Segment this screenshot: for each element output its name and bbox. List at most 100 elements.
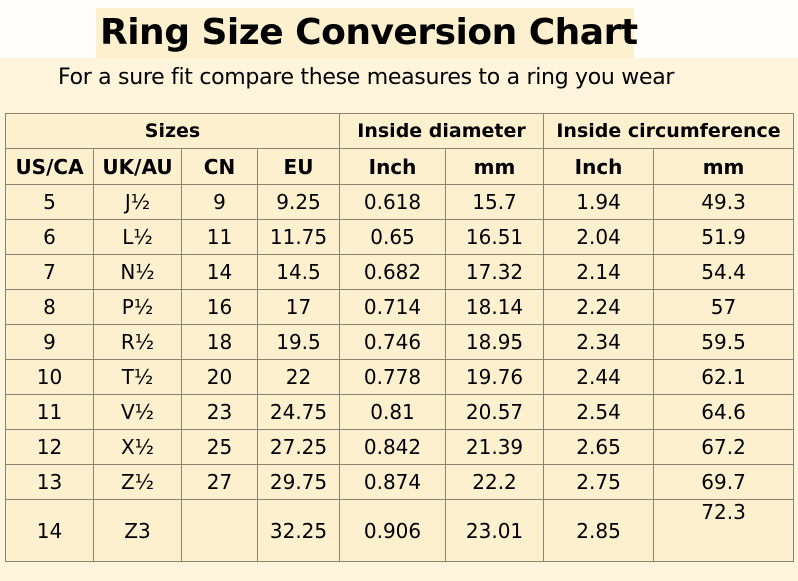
column-header-row: US/CA UK/AU CN EU Inch mm Inch mm <box>5 148 795 185</box>
cell-diameter-inch: 0.618 <box>339 184 447 220</box>
column-header-circumference-inch: Inch <box>543 148 655 185</box>
cell-circumference-mm: 64.6 <box>653 394 795 430</box>
table-row: 13 Z½ 27 29.75 0.874 22.2 2.75 69.7 <box>5 464 795 500</box>
cell-circumference-inch: 2.34 <box>543 324 655 360</box>
table-row: 6 L½ 11 11.75 0.65 16.51 2.04 51.9 <box>5 219 795 255</box>
cell-diameter-inch: 0.906 <box>339 499 447 562</box>
cell-diameter-mm: 15.7 <box>445 184 545 220</box>
cell-diameter-inch: 0.842 <box>339 429 447 465</box>
cell-circumference-mm: 54.4 <box>653 254 795 290</box>
column-header-eu: EU <box>256 148 341 185</box>
cell-diameter-inch: 0.65 <box>339 219 447 255</box>
cell-cn: 11 <box>181 219 258 255</box>
table-row: 14 Z3 32.25 0.906 23.01 2.85 72.3 <box>5 499 795 562</box>
cell-cn: 18 <box>181 324 258 360</box>
cell-diameter-inch: 0.874 <box>339 464 447 500</box>
column-header-circumference-mm: mm <box>653 148 795 185</box>
cell-circumference-mm: 62.1 <box>653 359 795 395</box>
cell-diameter-mm: 18.14 <box>445 289 545 325</box>
title-highlight <box>96 8 634 58</box>
cell-diameter-mm: 22.2 <box>445 464 545 500</box>
cell-us-ca: 12 <box>5 429 94 465</box>
cell-uk-au: J½ <box>93 184 182 220</box>
cell-cn: 9 <box>181 184 258 220</box>
cell-eu: 22 <box>256 359 341 395</box>
cell-circumference-inch: 2.24 <box>543 289 655 325</box>
column-header-us-ca: US/CA <box>5 148 94 185</box>
cell-eu: 27.25 <box>256 429 341 465</box>
cell-eu: 11.75 <box>256 219 341 255</box>
cell-uk-au: N½ <box>93 254 182 290</box>
cell-uk-au: Z3 <box>93 499 182 562</box>
cell-eu: 17 <box>256 289 341 325</box>
cell-us-ca: 6 <box>5 219 94 255</box>
cell-circumference-mm: 69.7 <box>653 464 795 500</box>
cell-us-ca: 14 <box>5 499 94 562</box>
cell-diameter-inch: 0.746 <box>339 324 447 360</box>
cell-cn: 16 <box>181 289 258 325</box>
cell-us-ca: 10 <box>5 359 94 395</box>
table-row: 11 V½ 23 24.75 0.81 20.57 2.54 64.6 <box>5 394 795 430</box>
cell-us-ca: 11 <box>5 394 94 430</box>
cell-diameter-mm: 16.51 <box>445 219 545 255</box>
cell-diameter-mm: 20.57 <box>445 394 545 430</box>
cell-us-ca: 13 <box>5 464 94 500</box>
cell-circumference-mm: 49.3 <box>653 184 795 220</box>
cell-diameter-inch: 0.682 <box>339 254 447 290</box>
cell-diameter-inch: 0.714 <box>339 289 447 325</box>
ring-size-table: Sizes Inside diameter Inside circumferen… <box>4 113 795 562</box>
cell-uk-au: V½ <box>93 394 182 430</box>
cell-uk-au: P½ <box>93 289 182 325</box>
cell-cn: 14 <box>181 254 258 290</box>
table-row: 9 R½ 18 19.5 0.746 18.95 2.34 59.5 <box>5 324 795 360</box>
cell-us-ca: 8 <box>5 289 94 325</box>
cell-circumference-mm: 51.9 <box>653 219 795 255</box>
cell-us-ca: 5 <box>5 184 94 220</box>
cell-diameter-mm: 17.32 <box>445 254 545 290</box>
cell-uk-au: L½ <box>93 219 182 255</box>
cell-circumference-inch: 2.65 <box>543 429 655 465</box>
cell-diameter-inch: 0.778 <box>339 359 447 395</box>
cell-circumference-inch: 2.85 <box>543 499 655 562</box>
column-header-diameter-inch: Inch <box>339 148 447 185</box>
column-header-diameter-mm: mm <box>445 148 545 185</box>
cell-circumference-mm: 72.3 <box>653 499 795 562</box>
cell-circumference-inch: 1.94 <box>543 184 655 220</box>
cell-eu: 24.75 <box>256 394 341 430</box>
table-row: 12 X½ 25 27.25 0.842 21.39 2.65 67.2 <box>5 429 795 465</box>
table-row: 8 P½ 16 17 0.714 18.14 2.24 57 <box>5 289 795 325</box>
table-body: 5 J½ 9 9.25 0.618 15.7 1.94 49.3 6 L½ 11 11.75 0.65 1… <box>5 184 795 562</box>
column-header-uk-au: UK/AU <box>93 148 182 185</box>
table-row: 7 N½ 14 14.5 0.682 17.32 2.14 54.4 <box>5 254 795 290</box>
cell-cn: 27 <box>181 464 258 500</box>
cell-uk-au: X½ <box>93 429 182 465</box>
cell-circumference-inch: 2.44 <box>543 359 655 395</box>
cell-uk-au: T½ <box>93 359 182 395</box>
group-header-inside-diameter: Inside diameter <box>339 113 545 149</box>
cell-eu: 29.75 <box>256 464 341 500</box>
cell-eu: 9.25 <box>256 184 341 220</box>
cell-diameter-inch: 0.81 <box>339 394 447 430</box>
cell-cn: 20 <box>181 359 258 395</box>
cell-uk-au: R½ <box>93 324 182 360</box>
cell-us-ca: 9 <box>5 324 94 360</box>
cell-circumference-mm: 67.2 <box>653 429 795 465</box>
group-header-sizes: Sizes <box>4 113 341 149</box>
cell-circumference-inch: 2.14 <box>543 254 655 290</box>
cell-circumference-mm: 57 <box>653 289 795 325</box>
group-header-inside-circumference: Inside circumference <box>543 113 795 149</box>
cell-eu: 14.5 <box>256 254 341 290</box>
cell-circumference-inch: 2.54 <box>543 394 655 430</box>
table-row: 5 J½ 9 9.25 0.618 15.7 1.94 49.3 <box>5 184 795 220</box>
cell-diameter-mm: 23.01 <box>445 499 545 562</box>
cell-cn: 25 <box>181 429 258 465</box>
cell-eu: 32.25 <box>256 499 341 562</box>
cell-cn <box>181 499 258 562</box>
cell-diameter-mm: 21.39 <box>445 429 545 465</box>
cell-uk-au: Z½ <box>93 464 182 500</box>
cell-circumference-inch: 2.04 <box>543 219 655 255</box>
cell-us-ca: 7 <box>5 254 94 290</box>
cell-diameter-mm: 19.76 <box>445 359 545 395</box>
cell-cn: 23 <box>181 394 258 430</box>
page-title: Ring Size Conversion Chart <box>100 12 638 53</box>
